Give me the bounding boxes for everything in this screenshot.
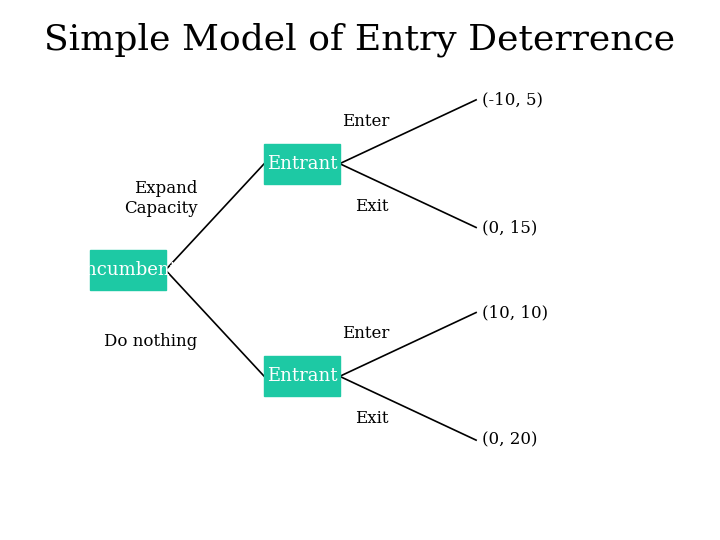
Text: (-10, 5): (-10, 5) [482,91,543,109]
FancyBboxPatch shape [90,250,166,290]
Text: Entrant: Entrant [266,154,337,173]
Text: Do nothing: Do nothing [104,333,197,350]
Text: Simple Model of Entry Deterrence: Simple Model of Entry Deterrence [45,23,675,57]
Text: Expand
Capacity: Expand Capacity [124,180,197,217]
FancyBboxPatch shape [264,144,340,184]
Text: (0, 15): (0, 15) [482,219,537,236]
Text: Exit: Exit [356,410,389,427]
Text: Enter: Enter [342,325,389,342]
Text: (0, 20): (0, 20) [482,431,537,449]
FancyBboxPatch shape [264,356,340,396]
Text: (10, 10): (10, 10) [482,304,548,321]
Text: Enter: Enter [342,113,389,130]
Text: Exit: Exit [356,198,389,215]
Text: Incumbent: Incumbent [78,261,177,279]
Text: Entrant: Entrant [266,367,337,386]
